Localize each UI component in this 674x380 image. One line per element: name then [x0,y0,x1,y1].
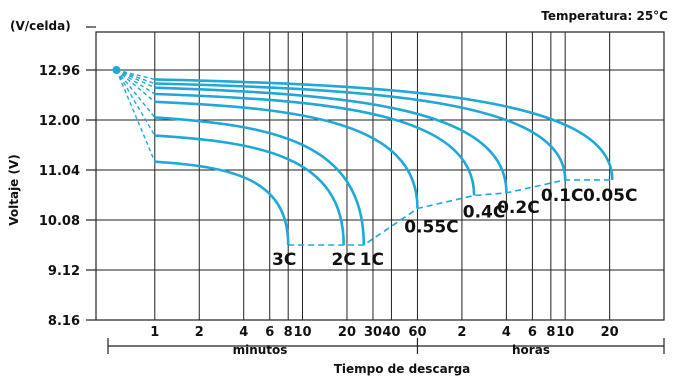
y-tick-label: 9.12 [48,264,80,279]
x-tick-label: 10 [556,325,574,340]
y-tick-label: 11.04 [39,164,80,179]
discharge-curve-0.4C [154,92,476,196]
discharge-curve-0.1C [154,82,567,180]
x-tick-label: 4 [239,325,248,340]
initial-drop-0.4C [116,69,156,95]
x-group-label-hours: horas [512,343,550,357]
x-tick-label: 4 [502,325,511,340]
curve-label-0.55C: 0.55C [404,218,458,238]
y-axis-label: Voltaje (V) [7,154,21,226]
y-tick-label: 12.00 [39,114,80,129]
x-tick-label: 60 [408,325,426,340]
y-tick-label: 8.16 [48,314,80,329]
x-tick-label: 1 [150,325,159,340]
y-tick-label: 10.08 [39,214,80,229]
initial-drop-1C [115,69,156,118]
x-tick-label: 6 [265,325,274,340]
x-tick-label: 8 [546,325,555,340]
curve-label-0.2C: 0.2C [497,198,540,218]
discharge-curve-2C [154,134,345,246]
curve-label-2C: 2C [332,250,356,270]
initial-drop-0.55C [115,69,156,103]
curve-label-3C: 3C [272,250,296,270]
x-tick-label: 20 [338,325,356,340]
x-tick-label: 10 [293,325,311,340]
x-tick-label: 20 [601,325,619,340]
curve-layer [112,66,614,246]
discharge-curve-0.05C [154,78,614,180]
x-tick-label: 40 [382,325,400,340]
x-axis-label: Tiempo de descarga [334,362,471,376]
discharge-curve-1C [154,116,366,246]
y-tick-label: 12.96 [39,64,80,79]
x-tick-label: 8 [284,325,293,340]
discharge-curve-0.55C [154,100,419,209]
x-tick-label: 30 [364,325,382,340]
initial-drop-3C [115,69,156,162]
grid-layer [86,26,665,354]
curve-label-0.4C: 0.4C [463,203,506,223]
x-tick-label: 2 [457,325,466,340]
discharge-curve-3C [154,160,290,246]
x-group-label-minutes: minutos [233,343,288,357]
curve-label-1C: 1C [360,250,384,270]
x-tick-label: 6 [528,325,537,340]
chart-title: Temperatura: 25°C [541,9,668,23]
curve-label-0.1C: 0.1C [541,186,584,206]
plot-frame [95,31,665,321]
curve-label-0.05C: 0.05C [583,186,637,206]
discharge-curve-0.2C [154,86,508,193]
x-tick-label: 2 [195,325,204,340]
initial-drop-2C [115,69,156,136]
origin-point [112,66,121,74]
y-unit-label: (V/celda) [10,19,71,33]
